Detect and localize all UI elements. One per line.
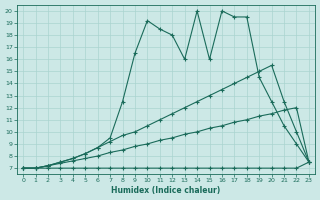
X-axis label: Humidex (Indice chaleur): Humidex (Indice chaleur) xyxy=(111,186,221,195)
